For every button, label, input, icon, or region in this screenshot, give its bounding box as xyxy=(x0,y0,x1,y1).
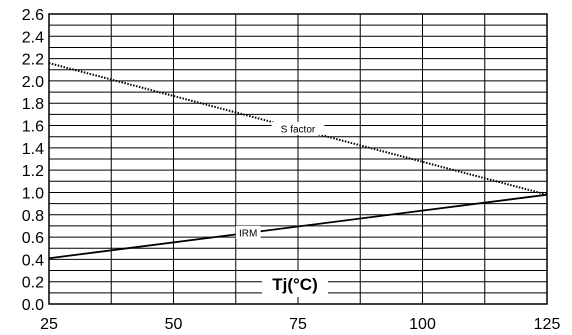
x-tick-label: 25 xyxy=(40,316,58,333)
x-tick-label: 125 xyxy=(534,316,561,333)
y-tick-label: 1.8 xyxy=(22,96,44,113)
y-tick-label: 1.2 xyxy=(22,163,44,180)
y-tick-label: 1.4 xyxy=(22,141,44,158)
x-axis-label: Tj(°C) xyxy=(272,275,318,294)
series-label-background xyxy=(235,225,261,239)
x-tick-label: 50 xyxy=(165,316,183,333)
series-line-s-factor xyxy=(48,62,548,196)
plot-frame xyxy=(48,13,548,305)
y-axis-ticks: 0.0 0.2 0.4 0.6 0.8 1.0 1.2 1.4 1.6 1.8 2.0 2.2 2.4 2… xyxy=(22,7,44,314)
grid xyxy=(49,14,547,304)
x-tick-label: 75 xyxy=(289,316,307,333)
y-tick-label: 1.6 xyxy=(22,119,44,136)
series-line-irm xyxy=(48,193,548,260)
x-axis-label-group: Tj(°C) xyxy=(262,271,328,297)
y-tick-label: 2.0 xyxy=(22,74,44,91)
series-group xyxy=(48,62,548,260)
y-tick-label: 0.6 xyxy=(22,230,44,247)
y-tick-label: 2.2 xyxy=(22,52,44,69)
series-label: IRM xyxy=(239,228,257,239)
y-tick-label: 0.0 xyxy=(22,297,44,314)
series-label-background xyxy=(271,121,325,135)
x-tick-label: 100 xyxy=(409,316,436,333)
x-axis-ticks: 25 50 75 100 125 xyxy=(40,316,560,333)
y-tick-label: 0.4 xyxy=(22,252,44,269)
y-tick-label: 0.8 xyxy=(22,208,44,225)
series-labels: S factor IRM xyxy=(235,121,325,239)
x-axis-label-background xyxy=(262,271,328,297)
y-tick-label: 2.6 xyxy=(22,7,44,24)
y-tick-label: 1.0 xyxy=(22,185,44,202)
y-tick-label: 0.2 xyxy=(22,275,44,292)
y-tick-label: 2.4 xyxy=(22,29,44,46)
series-label: S factor xyxy=(281,124,316,135)
